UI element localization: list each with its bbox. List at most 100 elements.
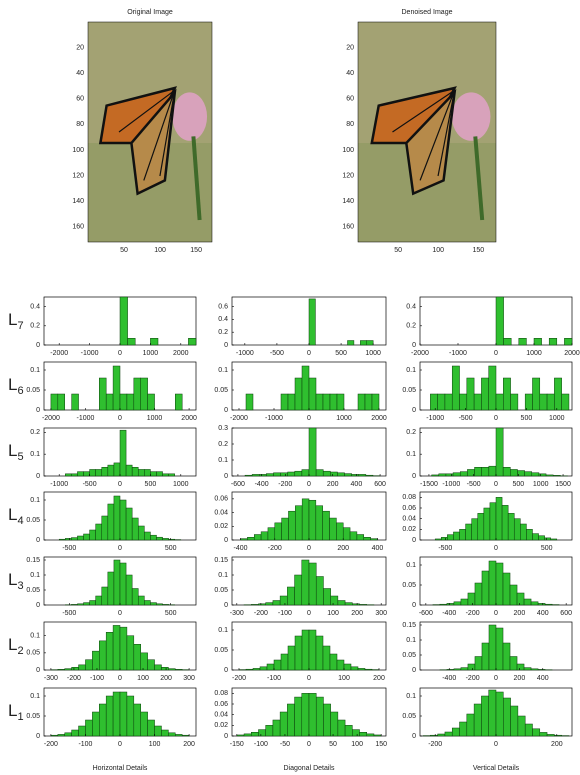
y-tick-label: 0.02: [402, 526, 416, 533]
y-tick-label: 0: [36, 473, 40, 480]
histogram-bar: [460, 598, 469, 606]
histogram-bar: [78, 725, 86, 737]
x-tick-label: -2000: [50, 350, 68, 357]
histogram-bar: [539, 393, 548, 411]
histogram-bar: [483, 507, 491, 541]
row-label: L1: [8, 701, 24, 722]
x-tick-label: 0: [118, 481, 122, 488]
y-tick-label: 0.15: [26, 557, 40, 564]
x-tick-label: -500: [62, 545, 76, 552]
histogram-bar: [125, 507, 133, 541]
histogram-bar: [516, 592, 525, 606]
x-tick-label: -2000: [230, 415, 248, 422]
histogram-bar: [99, 377, 107, 411]
histogram-bar: [83, 533, 90, 541]
histogram-bar: [105, 632, 114, 671]
histogram-bar: [101, 515, 109, 541]
histogram-bar: [477, 513, 485, 541]
histogram-bar: [502, 572, 511, 606]
histogram-bar: [64, 732, 72, 737]
histogram-bar: [89, 600, 96, 606]
histogram-bar: [71, 604, 78, 606]
x-tick-label: 200: [514, 610, 526, 617]
histogram-bar: [287, 586, 295, 606]
histogram-bar: [131, 588, 139, 606]
x-tick-label: 200: [514, 675, 526, 682]
row-label-letter: L: [8, 635, 17, 654]
histogram-bar: [444, 393, 453, 411]
histogram-bar: [554, 734, 562, 737]
histogram-bar: [337, 600, 346, 606]
x-tick-label: 150: [473, 247, 485, 254]
x-tick-label: 50: [394, 247, 402, 254]
histogram-bar: [162, 473, 169, 477]
y-tick-label: 0.1: [406, 562, 416, 569]
x-tick-label: 600: [374, 481, 386, 488]
histogram-bar: [350, 666, 359, 671]
y-tick-label: 0.4: [406, 303, 416, 310]
x-tick-label: 500: [145, 481, 157, 488]
x-axis-label: Horizontal Details: [93, 765, 148, 772]
x-tick-label: -100: [267, 675, 281, 682]
histogram-bar: [437, 733, 446, 737]
histogram-bar: [119, 562, 127, 606]
histogram-bar: [71, 537, 78, 541]
histogram-bar: [301, 498, 310, 541]
histogram-bar: [71, 729, 79, 737]
histogram-bar: [434, 538, 442, 541]
x-tick-label: -600: [419, 610, 433, 617]
x-tick-label: 1000: [143, 350, 159, 357]
x-tick-label: -400: [255, 481, 269, 488]
histogram-bar: [513, 518, 521, 541]
y-tick-label: 0.15: [402, 622, 416, 629]
x-tick-label: 500: [513, 481, 525, 488]
y-tick-label: 0.04: [214, 509, 228, 516]
histogram-bar: [315, 635, 324, 671]
histogram-bar: [295, 505, 303, 541]
y-tick-label: 0.04: [402, 516, 416, 523]
histogram-bar: [294, 574, 303, 606]
histogram-bar: [127, 338, 136, 346]
histogram-bar: [510, 705, 519, 737]
x-tick-label: 0: [494, 545, 498, 552]
row-label-index: 7: [17, 320, 23, 332]
histogram-bar: [488, 560, 497, 606]
wing-veins: [118, 89, 176, 181]
histogram-bar: [258, 474, 267, 477]
x-tick-label: 150: [375, 741, 387, 748]
x-tick-label: 0: [494, 675, 498, 682]
stem: [473, 136, 485, 221]
histogram-bar: [451, 727, 460, 737]
histogram-bar: [524, 723, 533, 737]
histogram-bar: [281, 517, 289, 541]
histogram-bar: [156, 471, 163, 477]
y-tick-label: 0.05: [214, 387, 228, 394]
y-tick-label: 120: [342, 172, 354, 179]
histogram-bar: [451, 365, 460, 411]
histogram-bar: [459, 529, 466, 541]
histogram-bar: [501, 505, 509, 541]
x-tick-label: 0: [118, 610, 122, 617]
y-tick-label: 0: [224, 537, 228, 544]
x-tick-label: 0: [307, 415, 311, 422]
histogram-bar: [370, 538, 378, 541]
histogram-bar: [561, 393, 570, 411]
histogram-bar: [266, 663, 275, 671]
x-tick-label: 2000: [564, 350, 580, 357]
histogram-bar: [125, 464, 133, 477]
histogram-bar: [272, 719, 281, 737]
histogram-bar: [175, 734, 183, 737]
histogram-bar: [126, 695, 135, 737]
x-tick-label: -100: [78, 741, 92, 748]
histogram-bar: [150, 471, 157, 477]
flower: [172, 92, 208, 141]
histogram-bar: [315, 696, 324, 737]
histogram-bar: [509, 584, 518, 606]
histogram-bar: [337, 719, 346, 737]
histogram-bar: [236, 734, 245, 737]
histogram-bar: [259, 666, 268, 671]
histogram-bar: [161, 667, 169, 671]
x-tick-label: 0: [118, 675, 122, 682]
x-tick-label: 0: [118, 741, 122, 748]
